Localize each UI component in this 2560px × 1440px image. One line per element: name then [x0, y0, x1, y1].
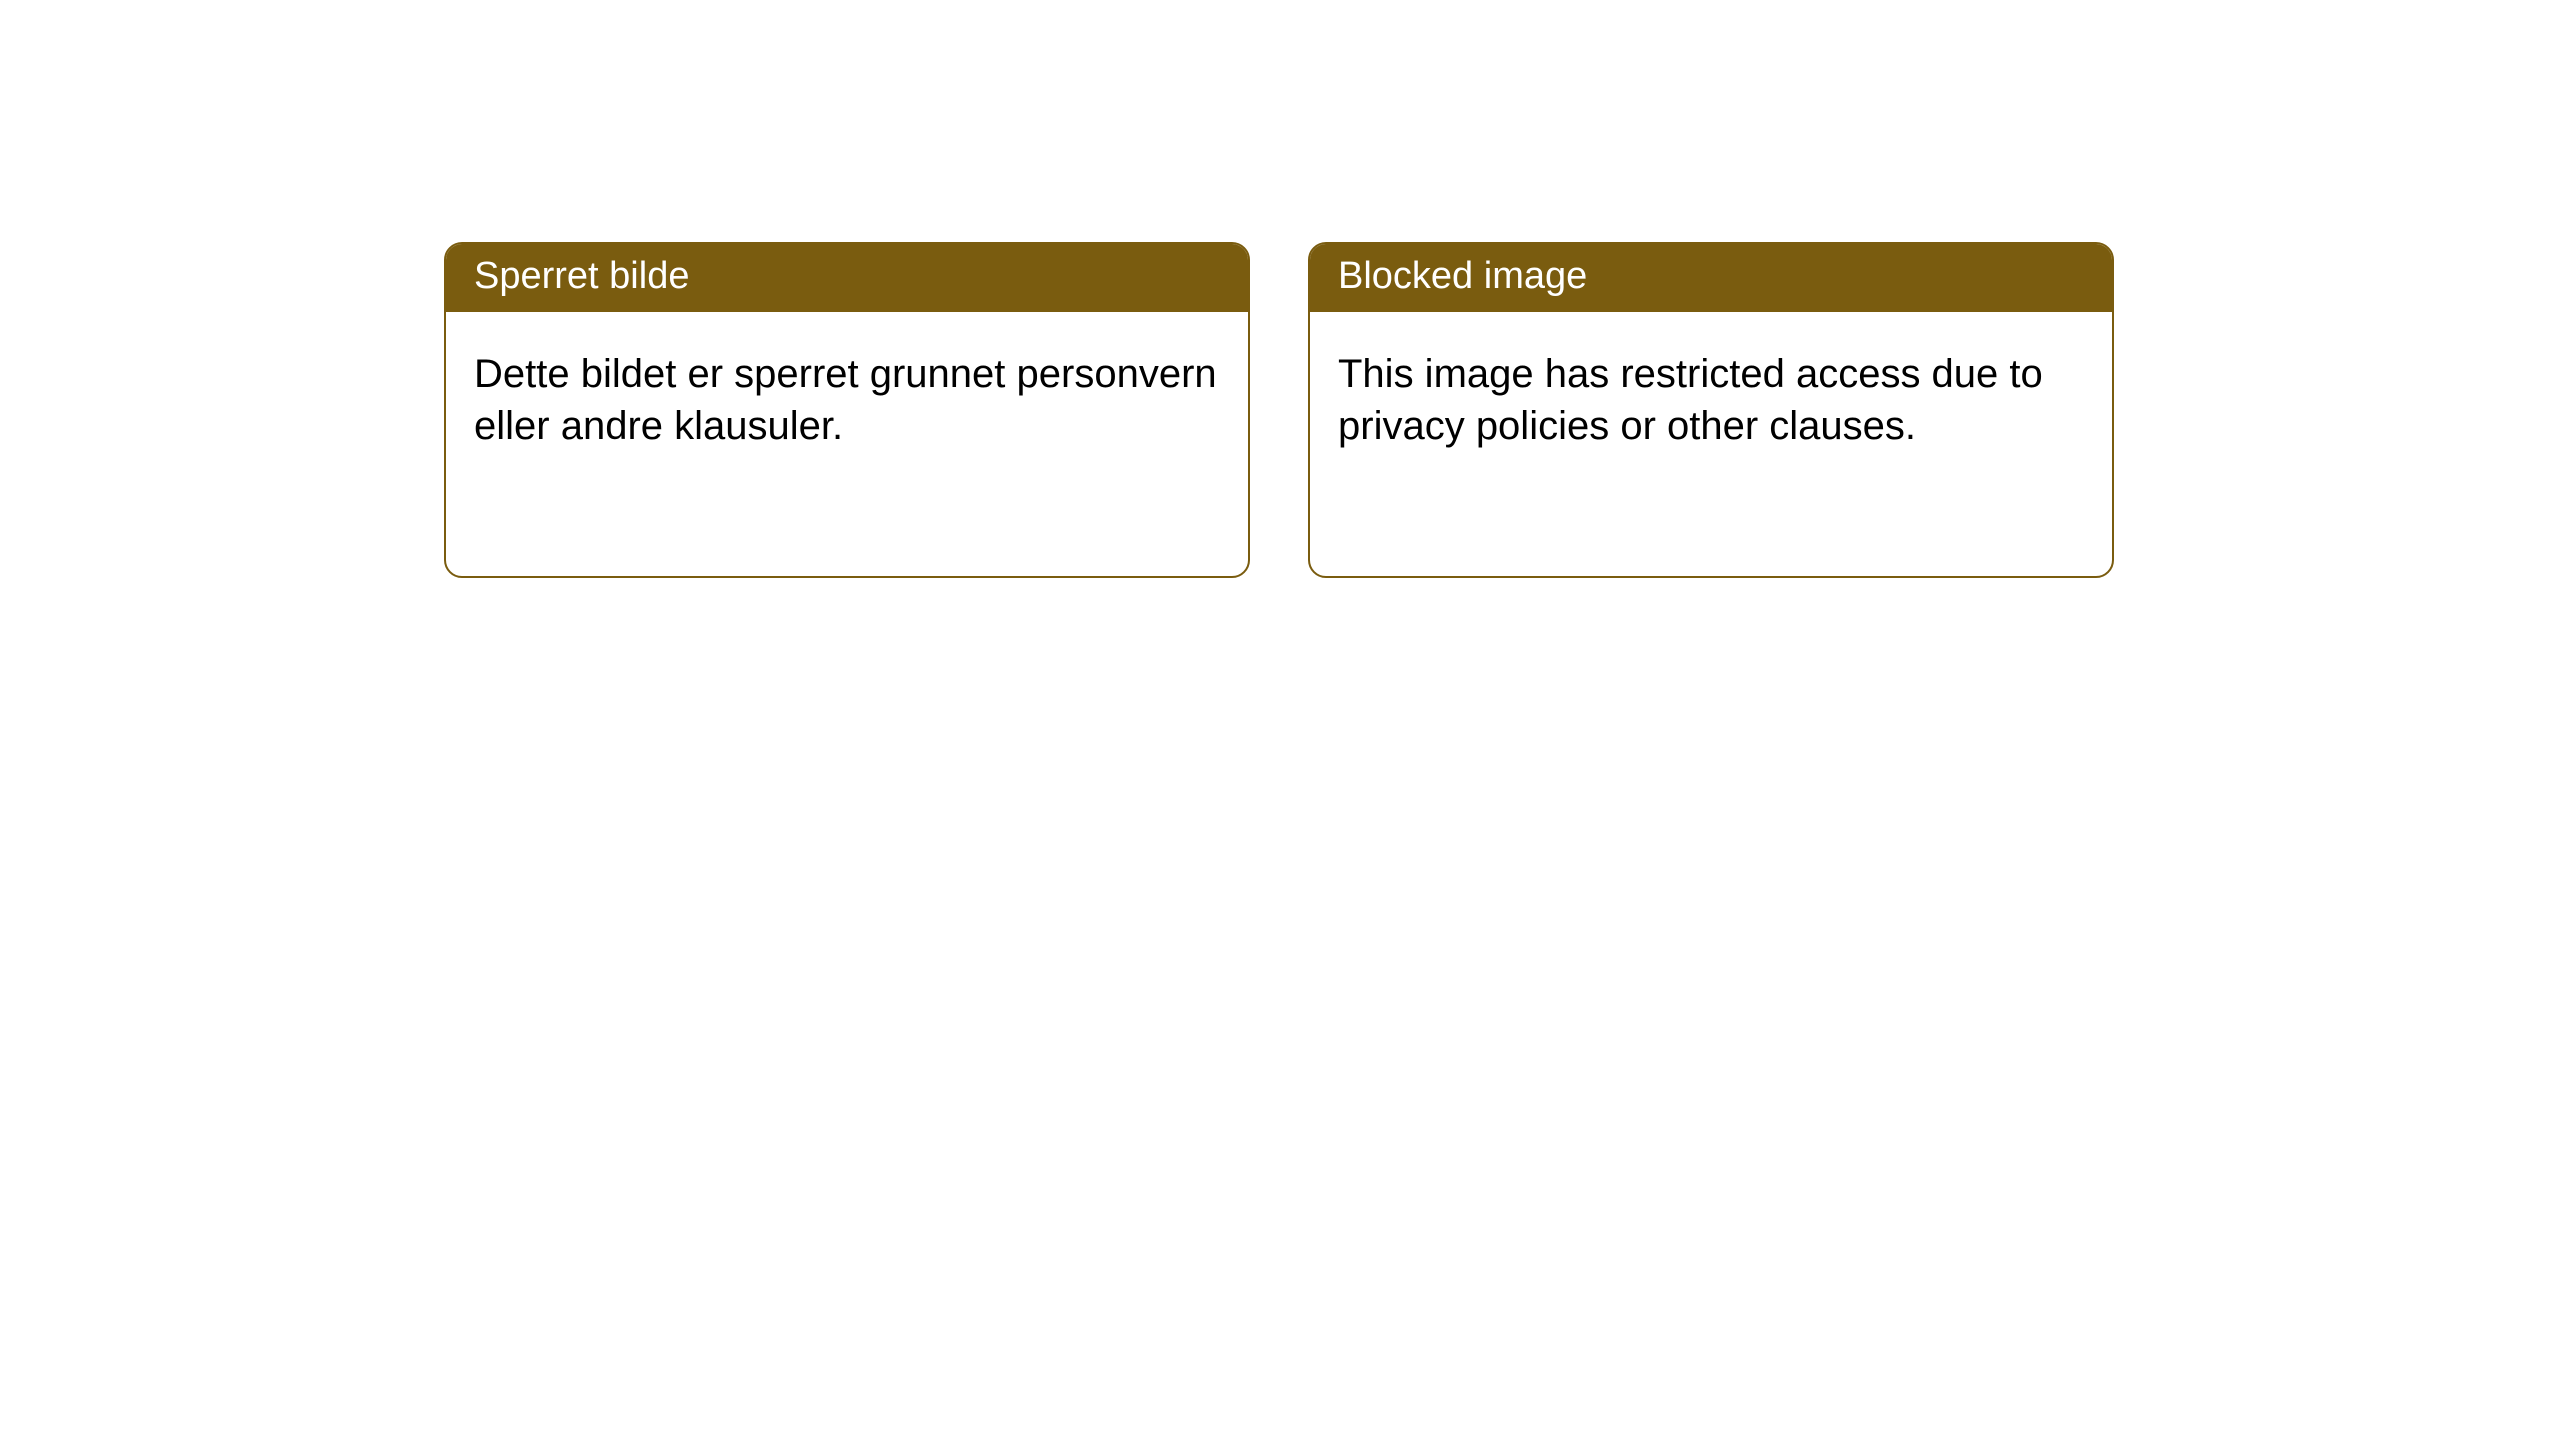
notice-body: Dette bildet er sperret grunnet personve… — [446, 312, 1248, 488]
notice-title: Sperret bilde — [474, 255, 689, 297]
notice-card-norwegian: Sperret bilde Dette bildet er sperret gr… — [444, 242, 1250, 578]
notice-title: Blocked image — [1338, 255, 1587, 297]
notice-header: Blocked image — [1310, 244, 2112, 312]
notice-card-english: Blocked image This image has restricted … — [1308, 242, 2114, 578]
notice-text: Dette bildet er sperret grunnet personve… — [474, 352, 1217, 448]
notice-text: This image has restricted access due to … — [1338, 352, 2043, 448]
notice-cards-container: Sperret bilde Dette bildet er sperret gr… — [0, 0, 2560, 578]
notice-body: This image has restricted access due to … — [1310, 312, 2112, 488]
notice-header: Sperret bilde — [446, 244, 1248, 312]
